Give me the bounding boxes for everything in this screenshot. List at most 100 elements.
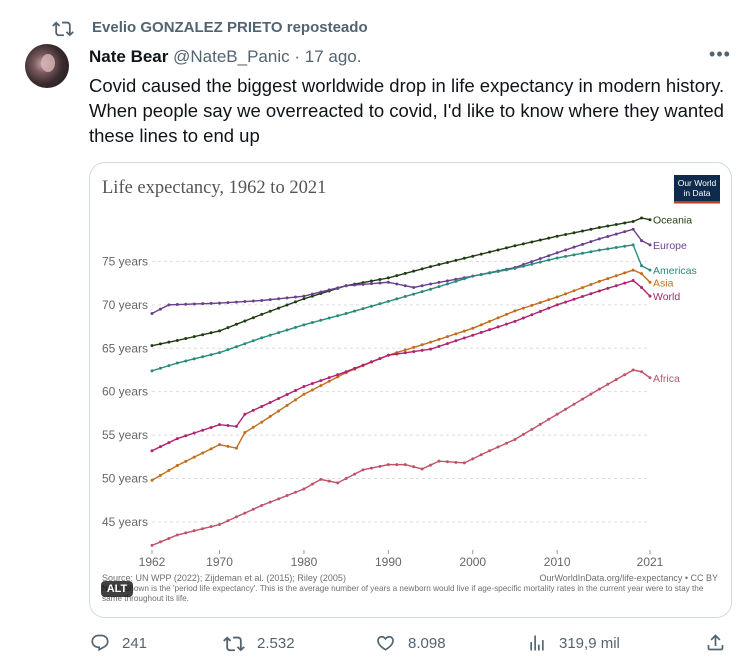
data-point (648, 280, 652, 284)
data-point (293, 398, 297, 402)
legend-label: Americas (653, 265, 697, 277)
data-point (175, 338, 179, 342)
data-point (606, 247, 610, 251)
share-button[interactable] (705, 632, 726, 653)
data-point (555, 303, 559, 307)
data-point (378, 464, 382, 468)
avatar[interactable] (25, 44, 69, 88)
legend-label: Oceania (653, 215, 692, 227)
data-point (285, 392, 289, 396)
data-point (201, 355, 205, 359)
data-point (420, 267, 424, 271)
series-europe (150, 227, 652, 316)
data-point (513, 309, 517, 313)
chart-note: Note: Shown is the 'period life expectan… (102, 584, 704, 603)
data-point (412, 465, 416, 469)
data-point (361, 363, 365, 367)
data-point (589, 292, 593, 296)
data-point (327, 479, 331, 483)
y-tick-label: 50 years (102, 472, 148, 486)
chart-source: Source: UN WPP (2022); Zijdeman et al. (… (102, 573, 346, 583)
data-point (192, 302, 196, 306)
author-name[interactable]: Nate Bear (89, 47, 169, 66)
data-point (260, 312, 264, 316)
data-point (302, 297, 306, 301)
heart-icon (377, 635, 394, 651)
tweet-image[interactable]: Life expectancy, 1962 to 2021 Our World … (89, 162, 732, 618)
data-point (386, 299, 390, 303)
data-point (623, 230, 627, 234)
data-point (572, 231, 576, 235)
data-point (496, 316, 500, 320)
repost-label[interactable]: Evelio GONZALEZ PRIETO reposteado (92, 19, 368, 36)
data-point (471, 457, 475, 461)
data-point (353, 472, 357, 476)
data-point (471, 333, 475, 337)
data-point (521, 316, 525, 320)
data-point (606, 224, 610, 228)
tweet-text: Covid caused the biggest worldwide drop … (89, 75, 725, 146)
data-point (395, 274, 399, 278)
data-point (631, 279, 635, 283)
data-point (243, 300, 247, 304)
data-point (479, 273, 483, 277)
data-point (412, 345, 416, 349)
data-point (513, 244, 517, 248)
data-point (479, 330, 483, 334)
action-bar: 241 2.532 8.098 319,9 mil (0, 628, 752, 662)
alt-badge[interactable]: ALT (101, 581, 133, 597)
data-point (513, 266, 517, 270)
data-point (429, 265, 433, 269)
data-point (538, 422, 542, 426)
data-point (378, 277, 382, 281)
tweet-date[interactable]: 17 ago. (304, 47, 362, 66)
data-point (437, 337, 441, 341)
data-point (201, 527, 205, 531)
data-point (597, 387, 601, 391)
data-point (547, 258, 551, 262)
data-point (631, 268, 635, 272)
x-axis-ticks: 1962 1970 1980 1990 2000 2010 2021 (139, 550, 664, 569)
data-point (445, 460, 449, 464)
like-button[interactable]: 8.098 (375, 633, 446, 653)
reply-icon (91, 634, 109, 652)
data-point (201, 302, 205, 306)
series-world (150, 279, 652, 453)
reply-button[interactable]: 241 (90, 633, 147, 653)
data-point (285, 296, 289, 300)
data-point (268, 333, 272, 337)
data-point (555, 251, 559, 255)
data-point (445, 282, 449, 286)
data-point (336, 286, 340, 290)
data-point (226, 326, 230, 330)
data-point (319, 318, 323, 322)
data-point (606, 234, 610, 238)
data-point (158, 473, 162, 477)
views-button[interactable]: 319,9 mil (527, 633, 620, 653)
share-icon (707, 634, 724, 651)
author-handle[interactable]: @NateB_Panic (173, 47, 290, 66)
data-point (167, 536, 171, 540)
data-point (395, 463, 399, 467)
data-point (454, 332, 458, 336)
chart-gridlines (152, 260, 650, 523)
data-point (614, 274, 618, 278)
data-point (454, 460, 458, 464)
y-tick-label: 60 years (102, 385, 148, 399)
data-point (437, 263, 441, 267)
data-point (218, 523, 222, 527)
data-point (564, 248, 568, 252)
data-point (251, 425, 255, 429)
data-point (361, 282, 365, 286)
data-point (471, 254, 475, 258)
legend-label: Asia (653, 277, 674, 289)
data-point (167, 468, 171, 472)
more-options-icon[interactable]: ••• (709, 44, 731, 64)
data-point (395, 282, 399, 286)
data-point (614, 378, 618, 382)
repost-button[interactable]: 2.532 (223, 633, 295, 653)
data-point (226, 519, 230, 523)
data-point (268, 400, 272, 404)
y-axis-ticks: 45 years 50 years 55 years 60 years 65 years… (102, 254, 148, 529)
data-point (251, 408, 255, 412)
